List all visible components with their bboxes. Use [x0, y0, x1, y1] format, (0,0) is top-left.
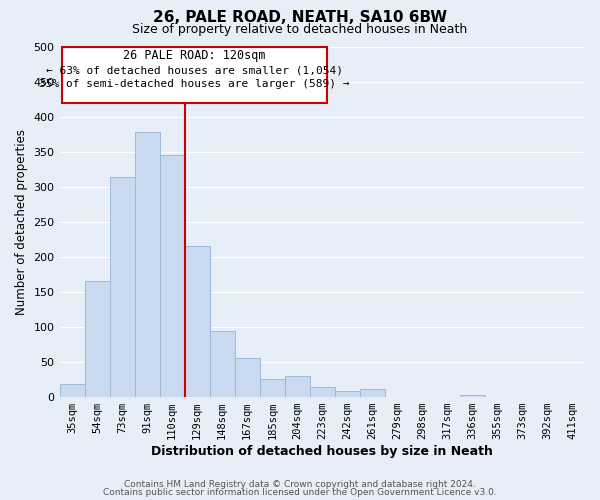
Text: Contains public sector information licensed under the Open Government Licence v3: Contains public sector information licen… [103, 488, 497, 497]
Bar [285, 376, 310, 396]
FancyBboxPatch shape [62, 46, 327, 102]
Bar [185, 246, 209, 396]
Bar [335, 391, 360, 396]
Bar [360, 389, 385, 396]
Bar [110, 178, 134, 396]
Bar [310, 387, 335, 396]
Bar [160, 155, 185, 396]
Text: Contains HM Land Registry data © Crown copyright and database right 2024.: Contains HM Land Registry data © Crown c… [124, 480, 476, 489]
Text: Size of property relative to detached houses in Neath: Size of property relative to detached ho… [133, 22, 467, 36]
X-axis label: Distribution of detached houses by size in Neath: Distribution of detached houses by size … [151, 444, 493, 458]
Text: 26 PALE ROAD: 120sqm: 26 PALE ROAD: 120sqm [124, 49, 266, 62]
Bar [134, 132, 160, 396]
Bar [209, 332, 235, 396]
Bar [59, 384, 85, 396]
Bar [235, 358, 260, 397]
Bar [460, 395, 485, 396]
Bar [85, 281, 110, 396]
Text: ← 63% of detached houses are smaller (1,054): ← 63% of detached houses are smaller (1,… [46, 66, 343, 76]
Bar [260, 379, 285, 396]
Y-axis label: Number of detached properties: Number of detached properties [15, 128, 28, 314]
Text: 35% of semi-detached houses are larger (589) →: 35% of semi-detached houses are larger (… [40, 78, 350, 88]
Text: 26, PALE ROAD, NEATH, SA10 6BW: 26, PALE ROAD, NEATH, SA10 6BW [153, 10, 447, 25]
